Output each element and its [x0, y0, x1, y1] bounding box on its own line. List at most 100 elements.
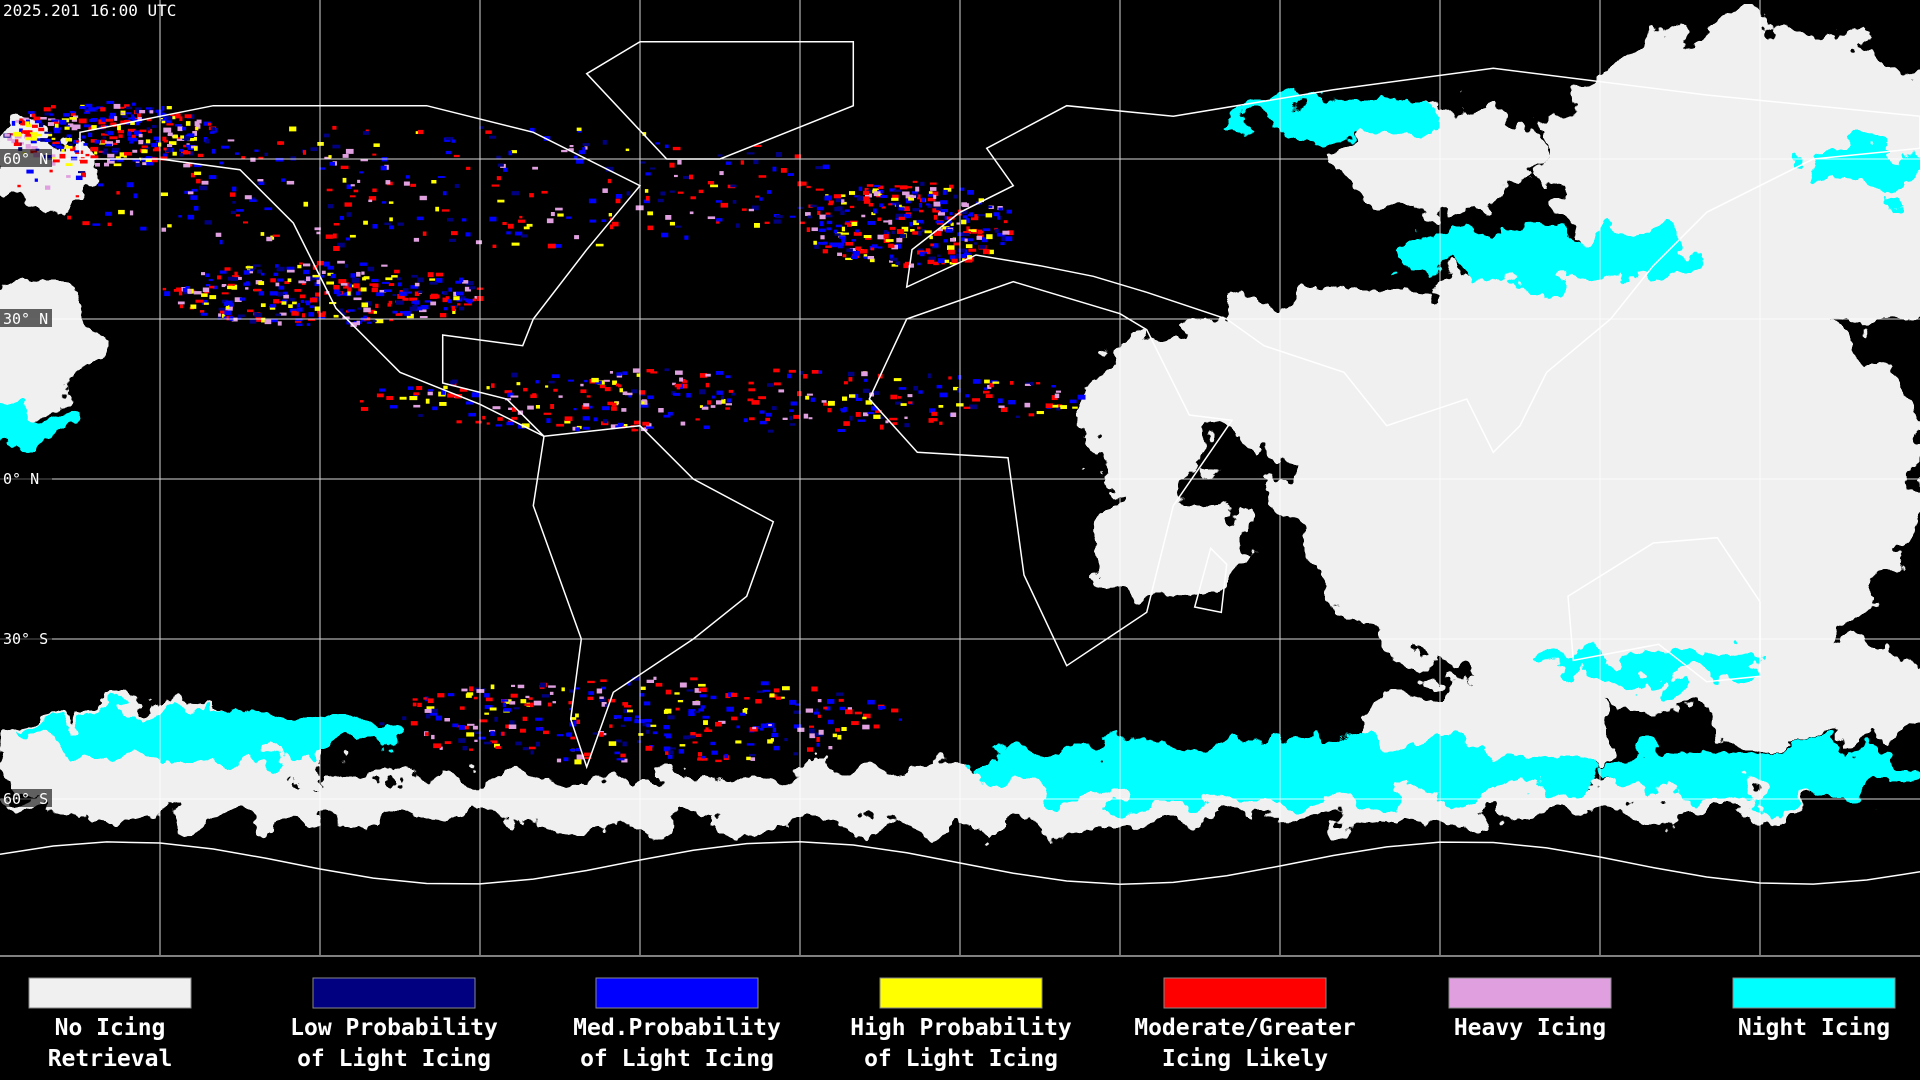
icing-pixel — [83, 143, 88, 146]
icing-pixel — [891, 230, 895, 235]
icing-pixel — [443, 385, 448, 390]
icing-pixel — [773, 745, 780, 751]
icing-pixel — [40, 117, 47, 120]
icing-pixel — [343, 286, 349, 289]
icing-pixel — [568, 379, 575, 382]
icing-pixel — [759, 420, 767, 425]
icing-pixel — [891, 708, 899, 713]
icing-pixel — [694, 688, 702, 693]
icing-pixel — [749, 753, 756, 757]
icing-pixel — [965, 244, 973, 249]
icing-pixel — [529, 193, 534, 198]
icing-pixel — [634, 719, 640, 724]
icing-pixel — [246, 281, 250, 284]
icing-pixel — [510, 395, 519, 398]
icing-pixel — [841, 201, 847, 205]
icing-pixel — [900, 403, 907, 406]
icing-pixel — [535, 741, 540, 747]
icing-pixel — [564, 416, 573, 422]
icing-pixel — [361, 271, 365, 275]
icing-pixel — [412, 304, 418, 310]
icing-pixel — [466, 692, 474, 696]
icing-pixel — [569, 145, 574, 148]
icing-pixel — [151, 157, 158, 163]
icing-pixel — [832, 733, 837, 738]
icing-pixel — [347, 309, 355, 312]
icing-pixel — [558, 395, 563, 398]
icing-pixel — [492, 406, 501, 410]
icing-pixel — [443, 307, 448, 311]
icing-pixel — [946, 216, 955, 220]
icing-pixel — [917, 230, 922, 236]
icing-pixel — [191, 188, 198, 192]
icing-pixel — [457, 296, 466, 300]
icing-pixel — [199, 185, 207, 191]
icing-pixel — [124, 120, 131, 123]
icing-pixel — [484, 705, 493, 709]
icing-pixel — [465, 232, 471, 237]
icing-pixel — [938, 258, 945, 264]
icing-pixel — [609, 371, 613, 374]
icing-pixel — [828, 746, 833, 750]
icing-pixel — [397, 222, 404, 226]
icing-pixel — [459, 706, 465, 710]
icing-pixel — [149, 110, 154, 114]
icing-pixel — [13, 131, 22, 137]
icing-pixel — [253, 288, 262, 292]
icing-pixel — [391, 275, 398, 278]
icing-pixel — [647, 211, 654, 216]
icing-pixel — [442, 191, 447, 196]
icing-pixel — [337, 260, 345, 264]
legend-label: of Light Icing — [297, 1046, 491, 1072]
icing-pixel — [640, 403, 649, 408]
icing-pixel — [704, 729, 713, 732]
icing-pixel — [441, 390, 446, 395]
icing-pixel — [269, 291, 278, 296]
icing-pixel — [363, 220, 368, 225]
icing-pixel — [332, 125, 337, 130]
icing-pixel — [893, 189, 902, 192]
icing-pixel — [372, 283, 379, 288]
icing-pixel — [849, 191, 856, 195]
icing-pixel — [286, 266, 295, 270]
icing-pixel — [547, 702, 552, 707]
icing-pixel — [591, 377, 599, 383]
icing-pixel — [78, 171, 86, 174]
icing-pixel — [281, 178, 286, 182]
icing-pixel — [814, 244, 819, 249]
icing-pixel — [445, 296, 450, 301]
icing-pixel — [848, 371, 855, 377]
icing-pixel — [417, 129, 424, 135]
icing-pixel — [342, 154, 349, 158]
icing-pixel — [11, 139, 16, 144]
icing-pixel — [756, 690, 765, 693]
icing-pixel — [74, 150, 80, 153]
icing-pixel — [91, 118, 98, 122]
icing-pixel — [182, 126, 187, 131]
icing-pixel — [424, 732, 429, 736]
icing-pixel — [546, 218, 554, 224]
icing-pixel — [883, 220, 891, 223]
icing-pixel — [279, 301, 284, 304]
icing-pixel — [1077, 394, 1086, 400]
icing-pixel — [885, 239, 894, 242]
icing-pixel — [572, 426, 577, 431]
icing-pixel — [933, 243, 939, 248]
icing-pixel — [986, 234, 993, 240]
icing-pixel — [98, 119, 106, 125]
icing-pixel — [775, 152, 782, 157]
icing-pixel — [584, 757, 592, 760]
icing-pixel — [288, 304, 293, 308]
icing-pixel — [1001, 236, 1009, 242]
icing-pixel — [237, 314, 245, 318]
icing-pixel — [892, 194, 899, 199]
icing-pixel — [679, 682, 687, 688]
icing-pixel — [1002, 230, 1010, 235]
icing-pixel — [884, 230, 888, 234]
icing-pixel — [114, 116, 118, 121]
icing-pixel — [929, 235, 933, 240]
icing-pixel — [642, 421, 650, 426]
icing-pixel — [432, 294, 440, 299]
icing-pixel — [139, 129, 147, 133]
